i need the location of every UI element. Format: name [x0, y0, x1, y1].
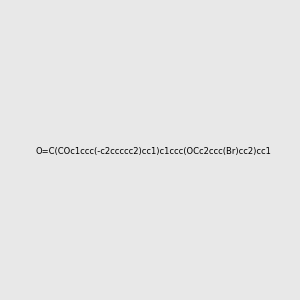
Text: O=C(COc1ccc(-c2ccccc2)cc1)c1ccc(OCc2ccc(Br)cc2)cc1: O=C(COc1ccc(-c2ccccc2)cc1)c1ccc(OCc2ccc(…: [36, 147, 272, 156]
